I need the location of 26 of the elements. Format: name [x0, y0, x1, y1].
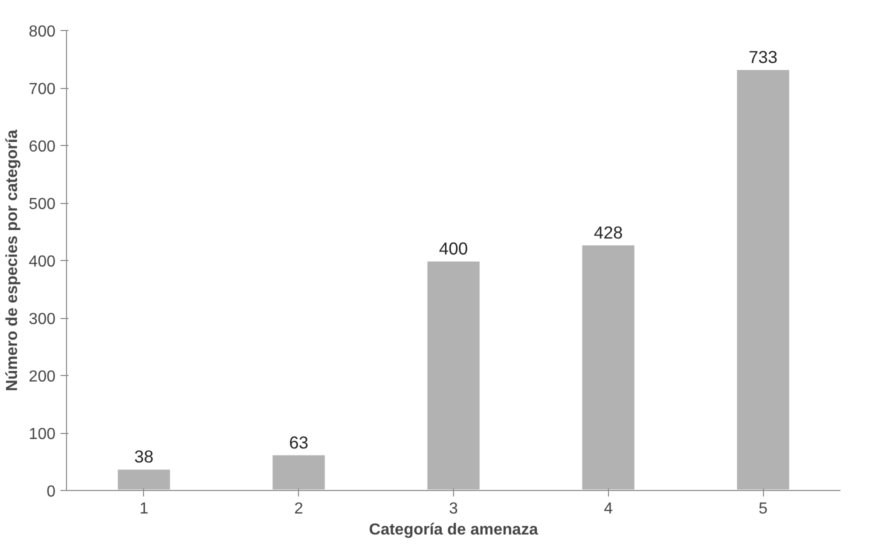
- data-label: 400: [439, 238, 468, 258]
- bar: [425, 260, 482, 490]
- x-tick-label: 3: [449, 500, 458, 518]
- data-label: 38: [134, 446, 154, 467]
- bar: [270, 453, 327, 490]
- y-tick-label: 100: [28, 426, 56, 443]
- y-tick-label: 0: [46, 484, 56, 500]
- y-tick-label: 800: [28, 24, 56, 40]
- y-tick-label: 600: [28, 138, 56, 156]
- x-tick-label: 5: [758, 500, 768, 518]
- y-tick-label: 500: [28, 196, 56, 213]
- data-label: 428: [594, 222, 623, 242]
- x-axis-title: Categoría de amenaza: [369, 522, 538, 538]
- bar: [116, 468, 172, 490]
- bar: [735, 68, 792, 490]
- y-tick-label: 300: [28, 311, 56, 328]
- x-tick-label: 1: [139, 500, 148, 518]
- data-label: 63: [289, 432, 308, 452]
- y-tick-label: 700: [28, 81, 56, 98]
- bar: [580, 243, 636, 490]
- y-axis-title: Número de especies por categoría: [4, 130, 21, 392]
- y-tick-label: 200: [28, 368, 56, 386]
- x-tick-label: 2: [294, 500, 304, 518]
- x-tick-label: 4: [604, 500, 613, 518]
- data-label: 733: [748, 47, 778, 68]
- y-tick-label: 400: [28, 254, 56, 270]
